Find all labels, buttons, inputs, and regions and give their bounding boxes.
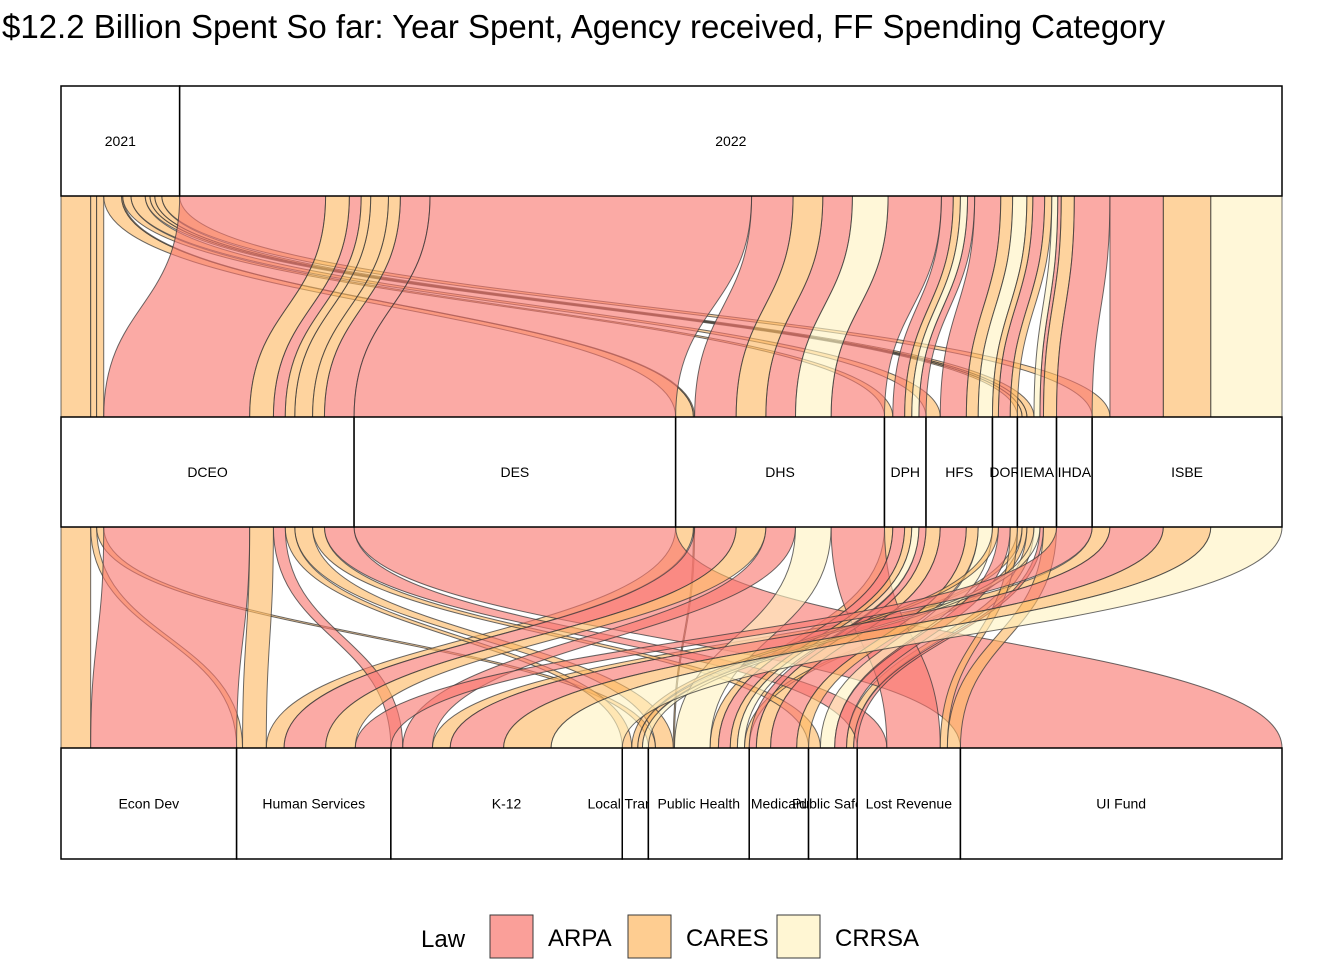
stratum-box: [60, 747, 238, 860]
legend-key: [776, 914, 821, 959]
stratum-label: K-12: [492, 796, 522, 812]
stratum-label: ISBE: [1171, 464, 1203, 480]
stratum-label: 2021: [105, 133, 136, 149]
flow-ribbon-upper: [60, 195, 92, 418]
flow-ribbon-lower: [60, 526, 92, 749]
stratum-dhs: DHS: [674, 416, 886, 528]
stratum-des: DES: [353, 416, 677, 528]
flow-2022-dceo-econ-dev-arpa: [90, 195, 327, 749]
stratum-box: [883, 416, 927, 528]
strata-layer: 2021 2022 DCEO DES DHS DPH HFS DOR IEMA IHDA ISBE E…: [60, 85, 1283, 860]
stratum-isbe: ISBE: [1091, 416, 1283, 528]
stratum-box: [353, 416, 677, 528]
stratum-label: Lost Revenue: [866, 796, 953, 812]
stratum-box: [390, 747, 624, 860]
stratum-hfs: HFS: [925, 416, 994, 528]
stratum-label: Public Safety: [792, 796, 874, 812]
stratum-public-health: Public Health: [647, 747, 750, 860]
stratum-ui-fund: UI Fund: [959, 747, 1283, 860]
stratum-box: [621, 747, 650, 860]
stratum-box: [647, 747, 750, 860]
stratum-label: IEMA: [1020, 464, 1055, 480]
stratum-dph: DPH: [883, 416, 927, 528]
stratum-medicaid: Medicaid: [748, 747, 810, 860]
stratum-box: [1091, 416, 1283, 528]
stratum-label: Public Health: [658, 796, 741, 812]
stratum-label: Econ Dev: [118, 796, 179, 812]
legend-title: Law: [421, 926, 466, 953]
stratum-box: [60, 416, 355, 528]
stratum-k-12: K-12: [390, 747, 624, 860]
flow-ribbon-upper: [96, 195, 105, 418]
legend: Law ARPA CARES CRRSA: [421, 914, 919, 959]
stratum-box: [1055, 416, 1093, 528]
stratum-label: DES: [500, 464, 529, 480]
legend-item-crrsa: CRRSA: [776, 914, 919, 959]
stratum-box: [856, 747, 962, 860]
flow-ribbon-upper: [1109, 195, 1164, 418]
flow-ribbon-upper: [90, 195, 98, 418]
stratum-label: 2022: [715, 133, 746, 149]
stratum-dor: DOR: [989, 416, 1020, 528]
flows-layer: [60, 195, 1283, 749]
legend-key: [489, 914, 534, 959]
stratum-box: [235, 747, 392, 860]
stratum-label: DOR: [989, 464, 1020, 480]
stratum-box: [748, 747, 810, 860]
flow-ribbon-upper: [1210, 195, 1283, 418]
stratum-label: DCEO: [187, 464, 228, 480]
stratum-label: DHS: [765, 464, 795, 480]
stratum-2022: 2022: [178, 85, 1283, 197]
stratum-label: DPH: [890, 464, 920, 480]
stratum-box: [178, 85, 1283, 197]
stratum-ihda: IHDA: [1055, 416, 1093, 528]
stratum-iema: IEMA: [1016, 416, 1058, 528]
legend-label: ARPA: [548, 925, 612, 952]
legend-item-arpa: ARPA: [489, 914, 612, 959]
flow-2022-dceo-human-services-cares: [242, 195, 350, 749]
legend-label: CRRSA: [835, 925, 919, 952]
stratum-box: [959, 747, 1283, 860]
stratum-human-services: Human Services: [235, 747, 392, 860]
stratum-2021: 2021: [60, 85, 181, 197]
stratum-box: [925, 416, 994, 528]
stratum-dceo: DCEO: [60, 416, 355, 528]
chart-title: $12.2 Billion Spent So far: Year Spent, …: [2, 8, 1166, 45]
flow-ribbon-lower: [90, 526, 251, 749]
stratum-label: UI Fund: [1096, 796, 1146, 812]
legend-item-cares: CARES: [627, 914, 769, 959]
flow-ribbon-upper: [1162, 195, 1212, 418]
stratum-label: Human Services: [262, 796, 365, 812]
stratum-box: [674, 416, 886, 528]
stratum-label: IHDA: [1058, 464, 1092, 480]
stratum-lost-revenue: Lost Revenue: [856, 747, 962, 860]
legend-key: [627, 914, 672, 959]
stratum-econ-dev: Econ Dev: [60, 747, 238, 860]
stratum-box: [1016, 416, 1058, 528]
legend-label: CARES: [686, 925, 769, 952]
stratum-label: Medicaid: [751, 796, 807, 812]
stratum-label: HFS: [945, 464, 973, 480]
stratum-box: [60, 85, 181, 197]
